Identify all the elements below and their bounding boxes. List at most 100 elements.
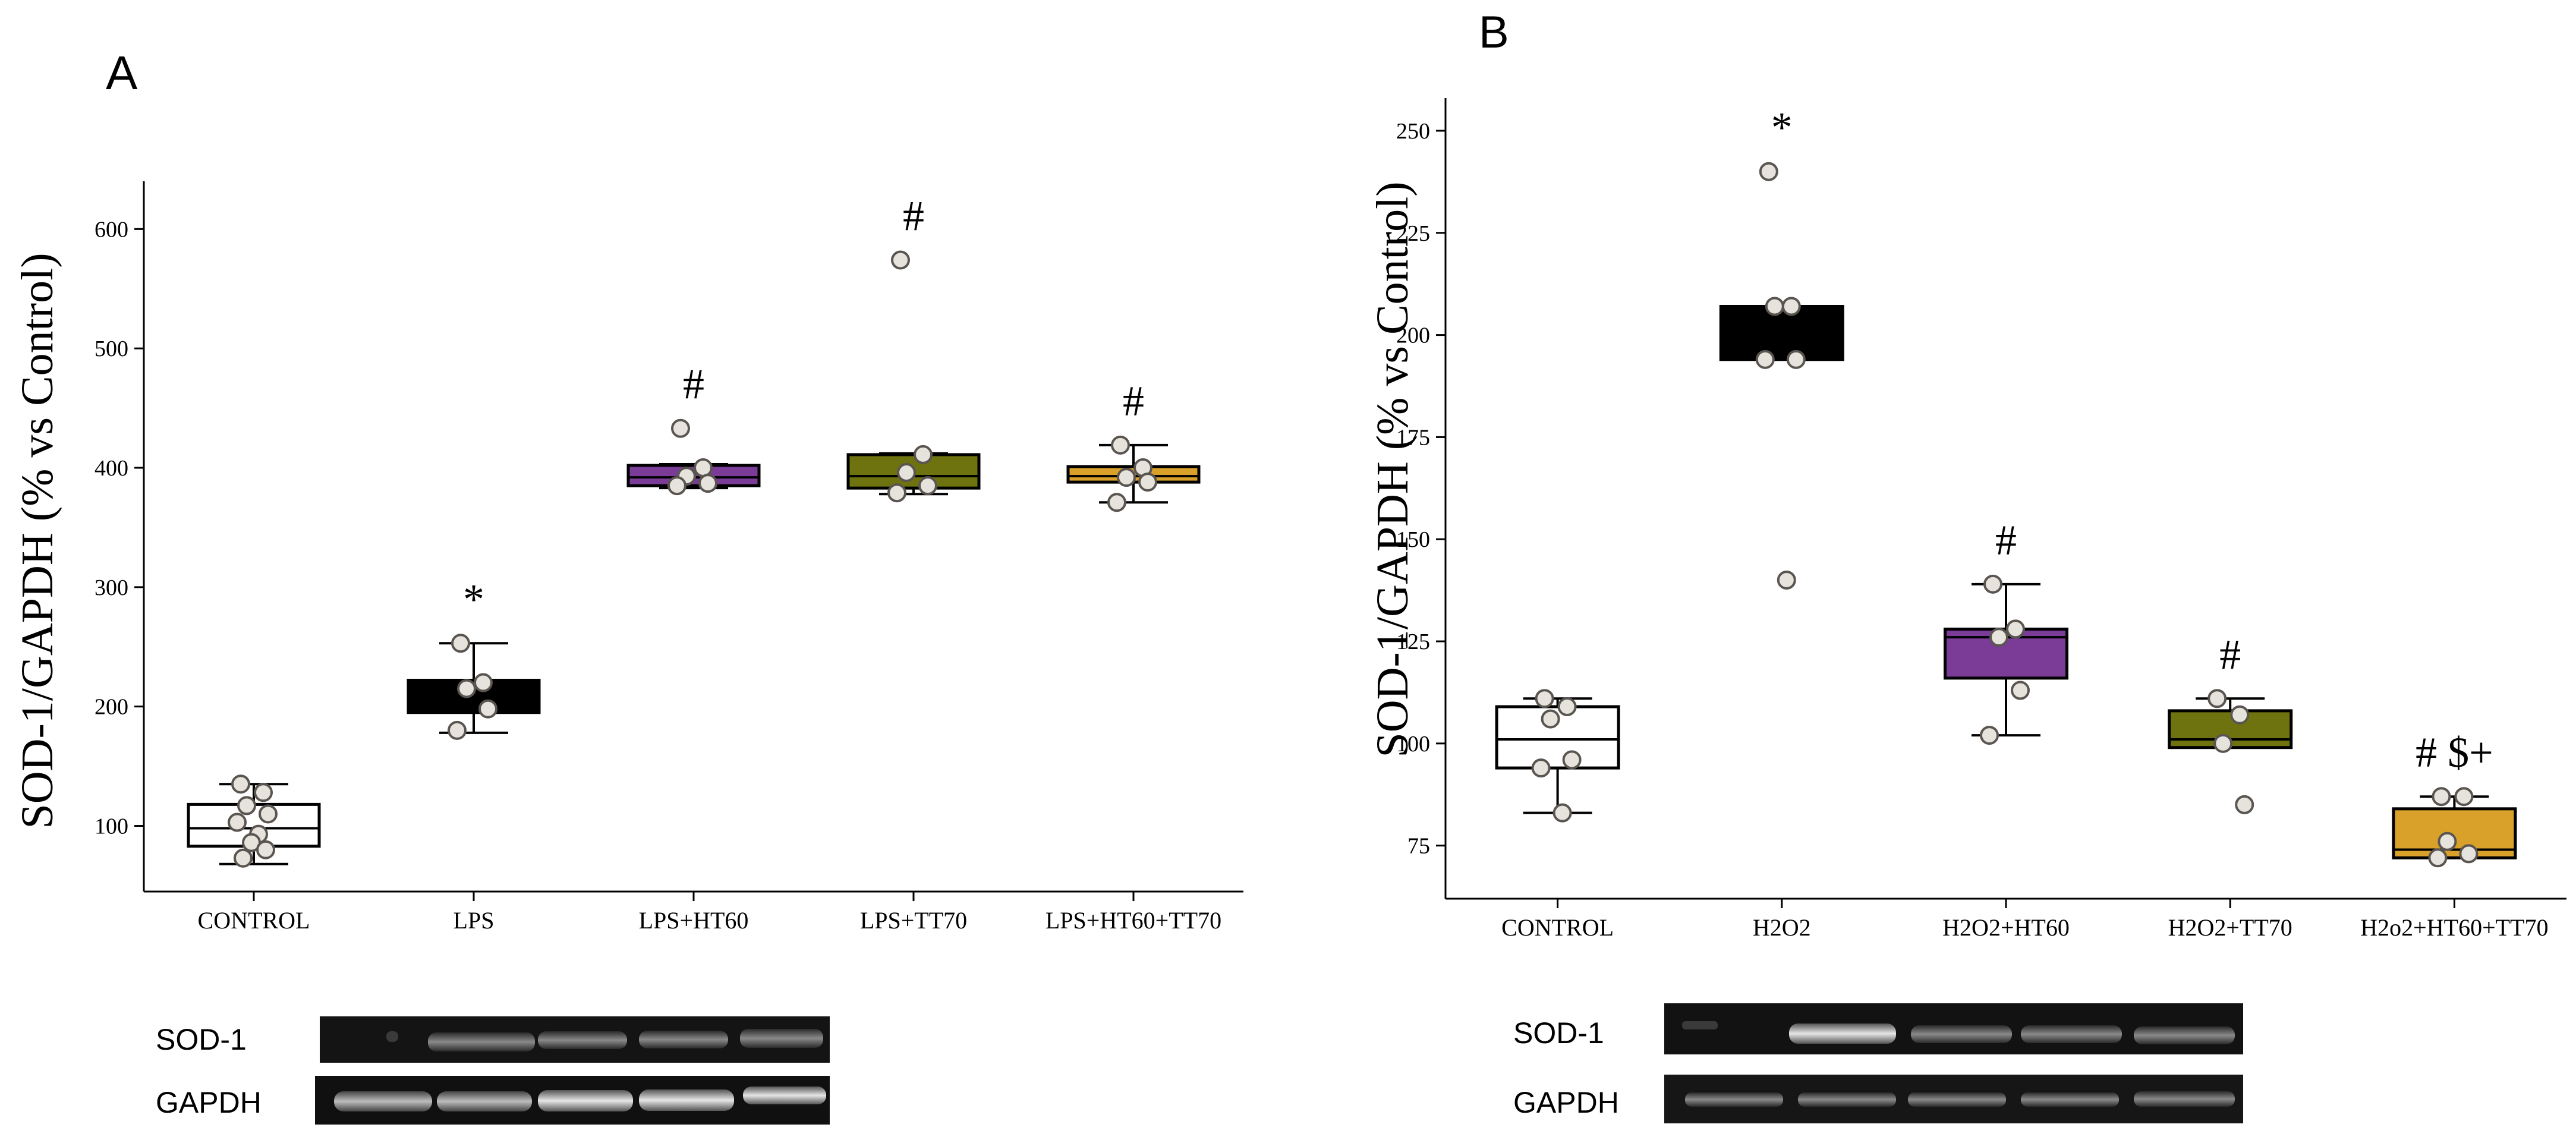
panel-a-blot-band-sod1-1: [386, 1031, 398, 1042]
panel-a-blot-label-sod1: SOD-1: [156, 1023, 247, 1056]
panel-b-data-point: [2454, 787, 2474, 807]
panel-b-data-point: [1531, 758, 1551, 778]
panel-b-significance-marker: #: [2219, 631, 2241, 678]
panel-a-x-tick-label: CONTROL: [198, 907, 310, 934]
panel-a-x-tick-label: LPS+TT70: [860, 907, 967, 934]
panel-b-data-point: [1759, 162, 1778, 181]
panel-a-label: A: [106, 46, 138, 99]
panel-a-blot-band-gapdh-5: [743, 1087, 826, 1104]
panel-a-significance-marker: #: [1123, 377, 1144, 425]
panel-b-box: [1719, 304, 1844, 361]
panel-a-data-point: [1117, 468, 1136, 487]
panel-a-data-point: [451, 634, 470, 653]
panel-a-data-point: [256, 840, 275, 859]
panel-a-data-point: [897, 463, 916, 483]
panel-b-label: B: [1479, 7, 1509, 58]
panel-b-blot-band-gapdh-3: [1908, 1092, 2006, 1107]
panel-a-x-tick-label: LPS+HT60+TT70: [1045, 907, 1221, 934]
panel-b-blot-band-sod1-2: [1789, 1024, 1896, 1044]
panel-a-data-point: [254, 783, 273, 802]
panel-b-blot-label-sod1: SOD-1: [1513, 1016, 1604, 1050]
panel-b-data-point: [1781, 297, 1801, 316]
panel-a-y-axis-label: SOD-1/GAPDH (% vs Control): [12, 253, 62, 829]
panel-a-significance-marker: #: [683, 361, 704, 408]
panel-b-blot-band-gapdh-1: [1685, 1092, 1783, 1107]
panel-a-y-tick-label: 600: [95, 217, 128, 242]
panel-a-y-tick-label: 100: [95, 814, 128, 839]
panel-b-data-point: [1765, 297, 1784, 316]
panel-a-blot-band-gapdh-2: [437, 1091, 532, 1111]
panel-a-data-point: [231, 774, 250, 794]
panel-b-blot-band-gapdh-2: [1798, 1092, 1896, 1107]
panel-a-blot-band-sod1-2: [428, 1032, 535, 1051]
panel-b-x-tick-label: H2O2+HT60: [1942, 914, 2070, 941]
panel-b-blot-band-sod1-5: [2134, 1026, 2235, 1044]
panel-b-data-point: [2213, 733, 2233, 753]
panel-b-blot-band-sod1-3: [1911, 1025, 2012, 1043]
panel-b-blot-label-gapdh: GAPDH: [1513, 1086, 1619, 1119]
panel-b-significance-marker: #: [1995, 517, 2017, 564]
panel-a-blot-label-gapdh: GAPDH: [156, 1086, 262, 1119]
panel-b-data-point: [1562, 750, 1582, 770]
panel-a-plot-area: 100 200 300 400 500 600 CONTROL LPS * LPS+HT60 # LP…: [95, 181, 1243, 934]
panel-b-data-point: [1989, 628, 2008, 647]
panel-a-data-point: [914, 445, 933, 464]
panel-b-data-point: [2006, 619, 2025, 639]
panel-b-y-tick-label: 200: [1396, 323, 1430, 348]
panel-a-blot-band-gapdh-1: [334, 1091, 432, 1111]
panel-a-data-point: [228, 813, 247, 832]
panel-a-blot-band-gapdh-4: [639, 1089, 734, 1111]
panel-b-blot-band-sod1-1: [1682, 1021, 1718, 1029]
panel-a-x-tick-label: LPS: [454, 907, 495, 934]
panel-a: A SOD-1/GAPDH (% vs Control) 100 200 300 40…: [12, 46, 1243, 1125]
panel-b-significance-marker: # $+: [2416, 729, 2493, 776]
panel-b-blot-band-sod1-4: [2021, 1025, 2122, 1043]
panel-a-blot-band-sod1-5: [740, 1029, 823, 1048]
panel-b-data-point: [1786, 349, 1806, 369]
panel-a-data-point: [891, 250, 910, 270]
panel-b-data-point: [1777, 570, 1796, 590]
panel-a-data-point: [237, 796, 256, 815]
panel-a-data-point: [448, 720, 467, 740]
panel-a-data-point: [667, 476, 686, 496]
panel-a-blot-band-sod1-3: [538, 1031, 627, 1049]
panel-b-x-tick-label: H2O2+TT70: [2168, 914, 2292, 941]
panel-b-data-point: [1755, 349, 1775, 369]
panel-b-y-tick-label: 150: [1396, 527, 1430, 552]
panel-b-data-point: [2207, 689, 2227, 708]
panel-b-blot-band-gapdh-5: [2134, 1091, 2235, 1107]
panel-b-y-tick-label: 250: [1396, 119, 1430, 144]
panel-b-data-point: [2438, 832, 2457, 851]
panel-b-box: [1495, 705, 1620, 770]
panel-b-y-tick-label: 225: [1396, 221, 1430, 246]
panel-a-data-point: [918, 476, 937, 496]
panel-b-data-point: [1557, 697, 1577, 716]
panel-a-data-point: [887, 483, 906, 503]
panel-a-data-point: [698, 474, 717, 493]
panel-b-y-tick-label: 100: [1396, 732, 1430, 757]
panel-b-blot-band-gapdh-4: [2021, 1092, 2119, 1107]
panel-b-y-tick-label: 75: [1407, 834, 1430, 859]
panel-b-data-point: [2432, 787, 2451, 807]
panel-a-data-point: [457, 679, 476, 698]
panel-b-data-point: [2230, 705, 2250, 725]
panel-b-data-point: [2011, 681, 2030, 700]
panel-a-data-point: [671, 418, 690, 438]
panel-b-data-point: [1535, 689, 1554, 708]
panel-b-y-tick-label: 175: [1396, 425, 1430, 450]
panel-a-blot-band-gapdh-3: [538, 1090, 633, 1111]
panel-a-significance-marker: #: [903, 193, 924, 240]
panel-b-data-point: [2459, 844, 2479, 864]
panel-b-data-point: [2235, 795, 2254, 814]
panel-a-blot-band-sod1-4: [639, 1031, 728, 1048]
panel-b: B SOD-1/GAPDH (% vs Control) 75 100 125 150…: [1368, 7, 2566, 1123]
panel-b-x-tick-label: H2O2: [1753, 914, 1811, 941]
panel-a-western-blot: SOD-1 GAPDH: [156, 1016, 830, 1125]
panel-b-x-tick-label: CONTROL: [1501, 914, 1614, 941]
panel-b-data-point: [1541, 709, 1560, 729]
panel-b-y-tick-label: 125: [1396, 629, 1430, 654]
panel-a-y-tick-label: 400: [95, 456, 128, 481]
panel-b-plot-area: 75 100 125 150 175 200 225 250 CONTROL H2O2 * H2O2+…: [1396, 98, 2566, 941]
panel-b-x-tick-label: H2o2+HT60+TT70: [2360, 914, 2548, 941]
